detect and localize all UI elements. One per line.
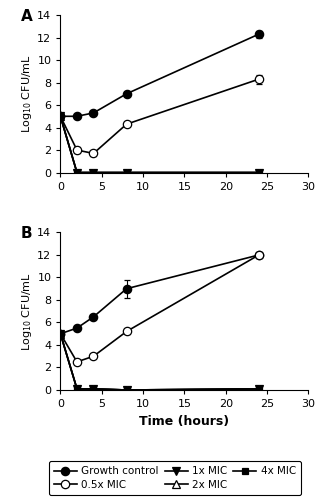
- X-axis label: Time (hours): Time (hours): [139, 414, 230, 428]
- Y-axis label: Log$_{10}$ CFU/mL: Log$_{10}$ CFU/mL: [20, 272, 34, 350]
- Text: A: A: [21, 8, 32, 24]
- Legend: Growth control, 0.5x MIC, 1x MIC, 2x MIC, 4x MIC: Growth control, 0.5x MIC, 1x MIC, 2x MIC…: [49, 461, 301, 495]
- Y-axis label: Log$_{10}$ CFU/mL: Log$_{10}$ CFU/mL: [20, 54, 34, 133]
- Text: B: B: [21, 226, 32, 241]
